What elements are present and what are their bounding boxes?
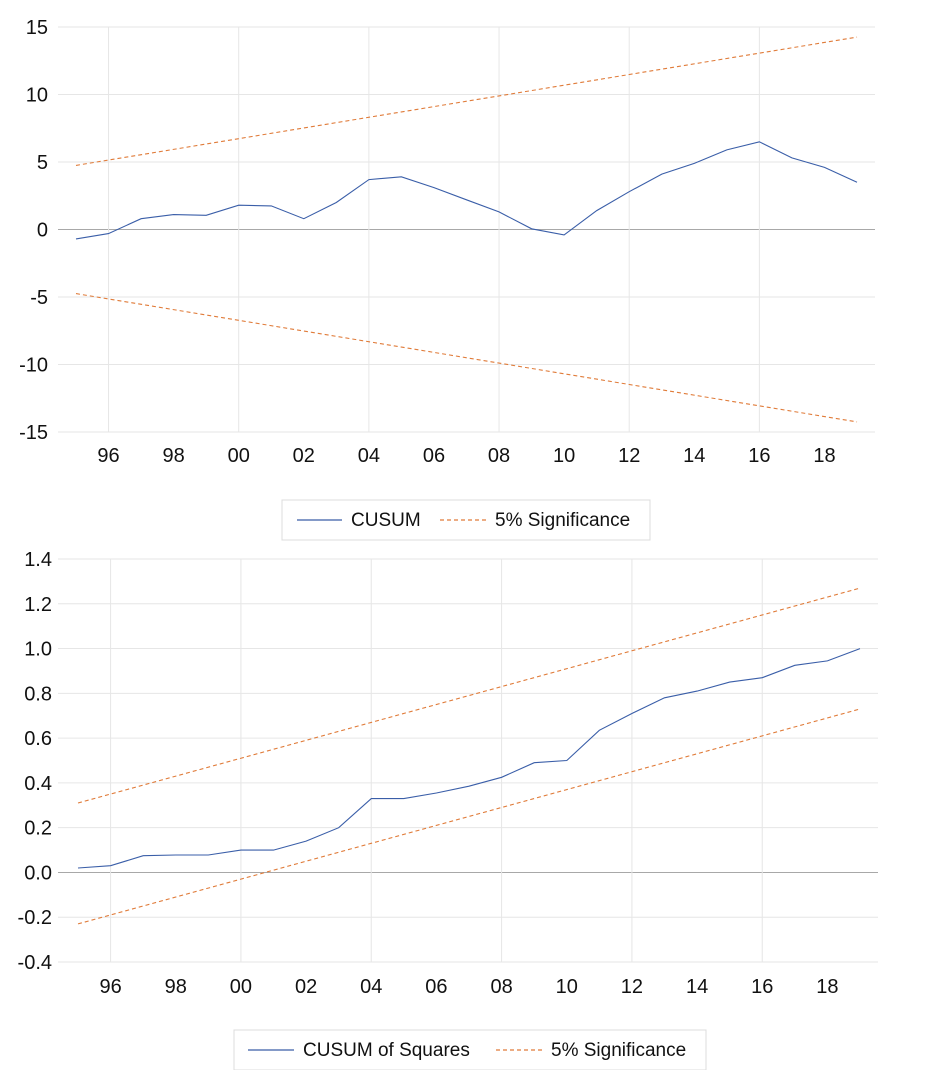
x-tick-label: 16 bbox=[751, 976, 773, 998]
y-tick-label: 0.4 bbox=[24, 773, 52, 795]
x-tick-label: 16 bbox=[748, 445, 770, 467]
x-tick-label: 14 bbox=[683, 445, 705, 467]
y-tick-label: -0.2 bbox=[18, 907, 52, 929]
y-tick-label: -10 bbox=[19, 355, 48, 377]
x-tick-label: 96 bbox=[97, 445, 119, 467]
significance-upper-line bbox=[77, 587, 861, 804]
y-tick-label: 10 bbox=[26, 85, 48, 107]
x-tick-label: 10 bbox=[553, 445, 575, 467]
legend-label-significance: 5% Significance bbox=[551, 1040, 686, 1061]
legend-label-cusum-of-squares: CUSUM of Squares bbox=[303, 1040, 470, 1061]
significance-lower-line bbox=[75, 293, 858, 423]
x-tick-label: 98 bbox=[165, 976, 187, 998]
x-tick-label: 02 bbox=[295, 976, 317, 998]
y-tick-label: 0 bbox=[37, 220, 48, 242]
x-tick-label: 02 bbox=[293, 445, 315, 467]
y-tick-label: 5 bbox=[37, 152, 48, 174]
y-tick-label: -5 bbox=[30, 287, 48, 309]
x-tick-label: 12 bbox=[621, 976, 643, 998]
x-tick-label: 00 bbox=[228, 445, 250, 467]
x-tick-label: 00 bbox=[230, 976, 252, 998]
x-tick-label: 04 bbox=[358, 445, 380, 467]
y-tick-label: 1.4 bbox=[24, 549, 52, 571]
x-tick-label: 14 bbox=[686, 976, 708, 998]
x-tick-label: 08 bbox=[490, 976, 512, 998]
legend-label-significance: 5% Significance bbox=[495, 510, 630, 531]
y-tick-label: 1.2 bbox=[24, 594, 52, 616]
cusum-series-line bbox=[75, 141, 858, 240]
cusum-legend: CUSUM 5% Significance bbox=[281, 499, 651, 541]
cusum-of-squares-legend: CUSUM of Squares 5% Significance bbox=[233, 1029, 707, 1070]
x-tick-label: 04 bbox=[360, 976, 382, 998]
x-tick-label: 08 bbox=[488, 445, 510, 467]
y-tick-label: -15 bbox=[19, 422, 48, 444]
x-tick-label: 10 bbox=[556, 976, 578, 998]
y-tick-label: 1.0 bbox=[24, 639, 52, 661]
significance-upper-line bbox=[75, 36, 858, 166]
x-tick-label: 96 bbox=[99, 976, 121, 998]
legend-box bbox=[233, 1029, 707, 1070]
cusum-of-squares-plot: -0.4 -0.2 0.0 0.2 0.4 0.6 0.8 1.0 1.2 1.4 96 98 00 02… bbox=[18, 549, 878, 998]
x-tick-label: 06 bbox=[425, 976, 447, 998]
y-tick-label: 0.0 bbox=[24, 862, 52, 884]
cusum-plot: -15 -10 -5 0 5 10 15 96 98 00 02 04 06 08 10 12 14 16 18 bbox=[19, 17, 875, 467]
x-tick-label: 18 bbox=[816, 976, 838, 998]
x-tick-label: 12 bbox=[618, 445, 640, 467]
y-tick-label: 15 bbox=[26, 17, 48, 39]
y-tick-label: 0.2 bbox=[24, 818, 52, 840]
significance-lower-line bbox=[77, 708, 861, 925]
y-tick-label: -0.4 bbox=[18, 952, 52, 974]
cusum-series-line bbox=[77, 648, 861, 869]
y-tick-label: 0.8 bbox=[24, 683, 52, 705]
y-tick-label: 0.6 bbox=[24, 728, 52, 750]
x-tick-label: 06 bbox=[423, 445, 445, 467]
legend-box bbox=[281, 499, 651, 541]
legend-label-cusum: CUSUM bbox=[351, 510, 421, 531]
x-tick-label: 98 bbox=[163, 445, 185, 467]
x-tick-label: 18 bbox=[813, 445, 835, 467]
